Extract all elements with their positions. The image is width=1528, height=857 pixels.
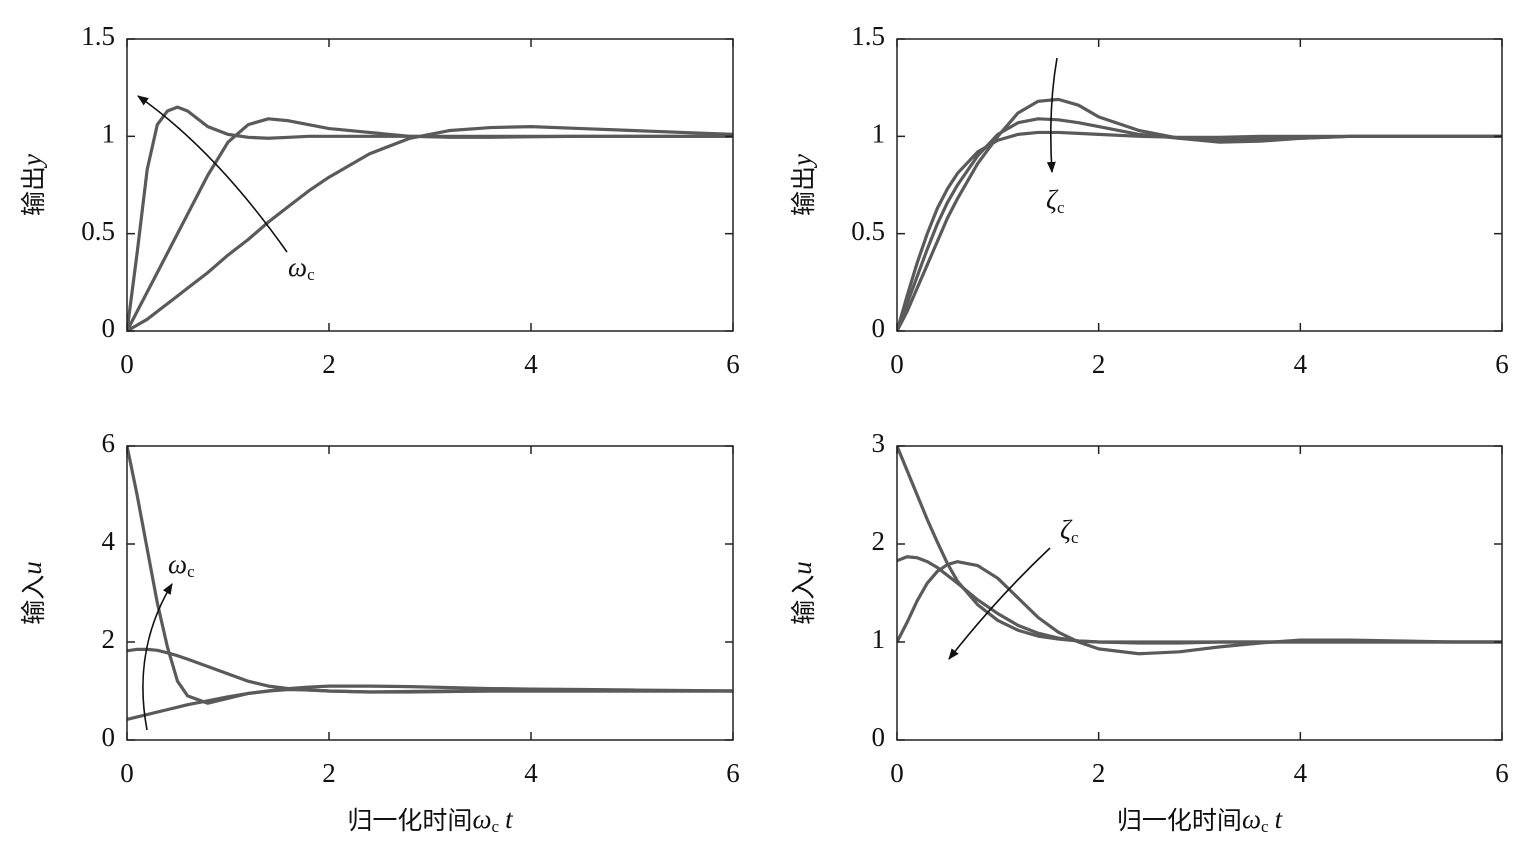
y-tick-label: 1 (872, 119, 886, 149)
x-tick-label: 4 (524, 758, 538, 788)
y-label-text: 输出 (789, 166, 818, 216)
plot-frame (896, 445, 1503, 741)
y-tick-label: 0 (872, 722, 886, 752)
y-axis-label: 输入u (787, 561, 818, 625)
x-label-var: ω (472, 804, 491, 834)
x-axis-label: 归一化时间ωc t (347, 804, 514, 836)
y-tick-label: 0 (102, 313, 116, 343)
x-label-sub: c (1261, 817, 1269, 836)
annotation-symbol: ζ (1046, 185, 1059, 215)
y-label-var: u (17, 561, 47, 575)
annotation-arrow (137, 95, 288, 253)
x-label-text: 归一化时间 (347, 806, 472, 835)
y-label-text: 输入 (19, 575, 48, 625)
plot-area (127, 445, 733, 721)
x-tick-label: 4 (524, 349, 538, 379)
y-tick-label: 1.5 (81, 21, 115, 51)
y-tick-label: 0 (102, 722, 116, 752)
subplot: 0 2 4 6 0 0.5 1 1.5 输出y ζc (787, 21, 1509, 379)
y-tick-label: 2 (872, 526, 886, 556)
x-tick-label: 0 (890, 349, 904, 379)
plot-frame (896, 38, 1503, 332)
x-label-sub: c (492, 817, 500, 836)
y-tick-label: 1 (102, 119, 116, 149)
annotation: ζc (1060, 515, 1079, 547)
y-tick-label: 2 (102, 624, 116, 654)
x-tick-label: 0 (120, 349, 134, 379)
x-axis-label: 归一化时间ωc t (1117, 804, 1284, 836)
annotation-sub: c (1057, 198, 1065, 217)
annotation: ωc (168, 549, 195, 581)
y-tick-label: 0.5 (851, 216, 885, 246)
x-label-text: 归一化时间 (1117, 806, 1242, 835)
annotation-sub: c (187, 562, 195, 581)
y-label-text: 输出 (19, 166, 48, 216)
x-tick-label: 4 (1294, 758, 1308, 788)
y-label-var: y (17, 154, 47, 169)
x-tick-label: 6 (1495, 349, 1509, 379)
series-line (897, 130, 1502, 332)
x-label-var: ω (1242, 804, 1261, 834)
y-tick-label: 1.5 (851, 21, 885, 51)
y-tick-label: 0.5 (81, 216, 115, 246)
series-line (127, 105, 733, 332)
x-tick-label: 6 (1495, 758, 1509, 788)
y-tick-label: 3 (872, 428, 886, 458)
x-tick-label: 2 (1092, 758, 1106, 788)
annotation-sub: c (307, 265, 315, 284)
x-tick-label: 2 (1092, 349, 1106, 379)
plot-area (897, 445, 1502, 656)
y-label-var: u (787, 561, 817, 575)
series-line (897, 555, 1502, 645)
plot-frame (126, 445, 734, 741)
y-axis-label: 输出y (787, 154, 818, 216)
annotation-arrow (142, 583, 173, 731)
x-tick-label: 4 (1294, 349, 1308, 379)
x-tick-label: 6 (726, 349, 740, 379)
annotation-symbol: ω (168, 549, 187, 579)
y-axis-label: 输出y (17, 154, 48, 216)
annotation-symbol: ω (288, 252, 307, 282)
series-line (127, 117, 733, 332)
plot-area (897, 97, 1502, 332)
x-label-var2: t (505, 804, 514, 834)
annotation: ζc (1046, 185, 1065, 217)
y-tick-label: 0 (872, 313, 886, 343)
y-label-var: y (787, 154, 817, 169)
plot-area (127, 105, 733, 333)
annotation-arrow (948, 547, 1051, 660)
series-line (127, 684, 733, 721)
series-line (127, 125, 733, 333)
subplot: 0 2 4 6 0 0.5 1 1.5 输出y ωc (17, 21, 740, 379)
x-label-var2: t (1275, 804, 1284, 834)
series-line (897, 560, 1502, 656)
y-axis-label: 输入u (17, 561, 48, 625)
y-label-text: 输入 (789, 575, 818, 625)
y-tick-label: 1 (872, 624, 886, 654)
y-tick-label: 6 (102, 428, 116, 458)
x-tick-label: 6 (726, 758, 740, 788)
series-line (127, 445, 733, 705)
x-tick-label: 2 (322, 349, 336, 379)
y-tick-label: 4 (102, 526, 116, 556)
annotation: ωc (288, 252, 315, 284)
plot-frame (126, 38, 734, 332)
x-tick-label: 0 (890, 758, 904, 788)
series-line (897, 97, 1502, 332)
x-tick-label: 0 (120, 758, 134, 788)
annotation-sub: c (1071, 528, 1079, 547)
annotation-symbol: ζ (1060, 515, 1073, 545)
annotation-arrow (1046, 57, 1058, 174)
x-tick-label: 2 (322, 758, 336, 788)
